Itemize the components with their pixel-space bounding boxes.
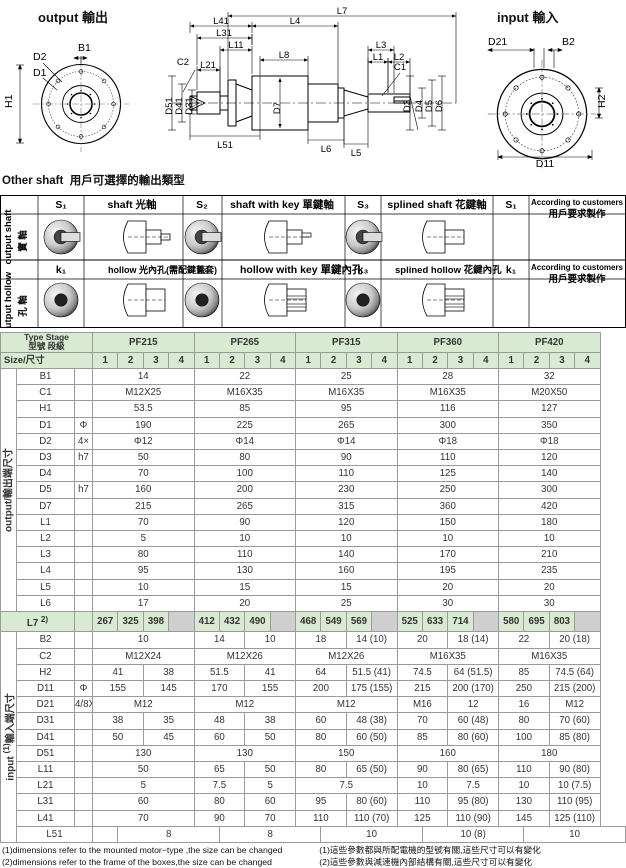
svg-text:L41: L41 xyxy=(213,16,229,27)
svg-text:S₁: S₁ xyxy=(505,199,516,211)
svg-text:H1: H1 xyxy=(3,94,15,108)
svg-text:B1: B1 xyxy=(78,42,91,54)
svg-text:S₂: S₂ xyxy=(196,199,208,211)
svg-text:L51: L51 xyxy=(217,140,233,151)
svg-text:splined hollow 花鍵內孔: splined hollow 花鍵內孔 xyxy=(395,264,502,276)
svg-text:實: 實 xyxy=(17,242,29,252)
svg-text:L6: L6 xyxy=(321,144,332,155)
svg-text:According to customers: According to customers xyxy=(531,198,624,207)
svg-text:軸: 軸 xyxy=(17,295,29,305)
svg-text:D2: D2 xyxy=(33,51,47,63)
svg-text:output hollow: output hollow xyxy=(3,271,14,328)
svg-text:shaft 光軸: shaft 光軸 xyxy=(107,198,156,211)
svg-text:S₃: S₃ xyxy=(357,199,369,211)
svg-text:shaft with key 單鍵軸: shaft with key 單鍵軸 xyxy=(230,198,334,211)
svg-text:D21: D21 xyxy=(488,36,507,48)
svg-text:L11: L11 xyxy=(228,40,243,51)
svg-text:D7: D7 xyxy=(272,102,283,114)
svg-text:According to customers: According to customers xyxy=(531,263,624,272)
svg-text:用戶要求製作: 用戶要求製作 xyxy=(547,208,606,220)
svg-text:S₁: S₁ xyxy=(55,199,66,211)
svg-text:output shaft: output shaft xyxy=(3,209,14,265)
svg-text:k₂: k₂ xyxy=(197,264,208,276)
svg-text:孔: 孔 xyxy=(17,307,29,317)
svg-text:L7: L7 xyxy=(337,6,348,17)
svg-text:H2: H2 xyxy=(596,94,608,108)
svg-text:D31: D31 xyxy=(184,97,195,114)
svg-text:k₃: k₃ xyxy=(358,264,369,276)
svg-text:L31: L31 xyxy=(216,28,232,39)
svg-text:splined shaft 花鍵軸: splined shaft 花鍵軸 xyxy=(387,198,486,211)
svg-text:D1: D1 xyxy=(33,67,47,79)
svg-text:L21: L21 xyxy=(200,60,216,71)
svg-text:軸: 軸 xyxy=(17,230,29,240)
svg-text:B2: B2 xyxy=(562,36,575,48)
svg-text:k₁: k₁ xyxy=(506,264,516,276)
svg-text:L3: L3 xyxy=(376,40,387,51)
svg-text:用戶要求製作: 用戶要求製作 xyxy=(547,273,606,285)
svg-text:C2: C2 xyxy=(177,57,189,68)
svg-text:k₁: k₁ xyxy=(56,264,66,276)
svg-text:L1: L1 xyxy=(373,52,384,63)
svg-text:L8: L8 xyxy=(279,50,290,61)
svg-text:L4: L4 xyxy=(290,16,301,27)
svg-text:hollow with key 單鍵內孔: hollow with key 單鍵內孔 xyxy=(240,263,363,276)
svg-text:D3: D3 xyxy=(402,100,413,112)
svg-text:C1: C1 xyxy=(394,62,406,73)
svg-text:D6: D6 xyxy=(434,100,445,112)
svg-text:L5: L5 xyxy=(351,148,362,159)
